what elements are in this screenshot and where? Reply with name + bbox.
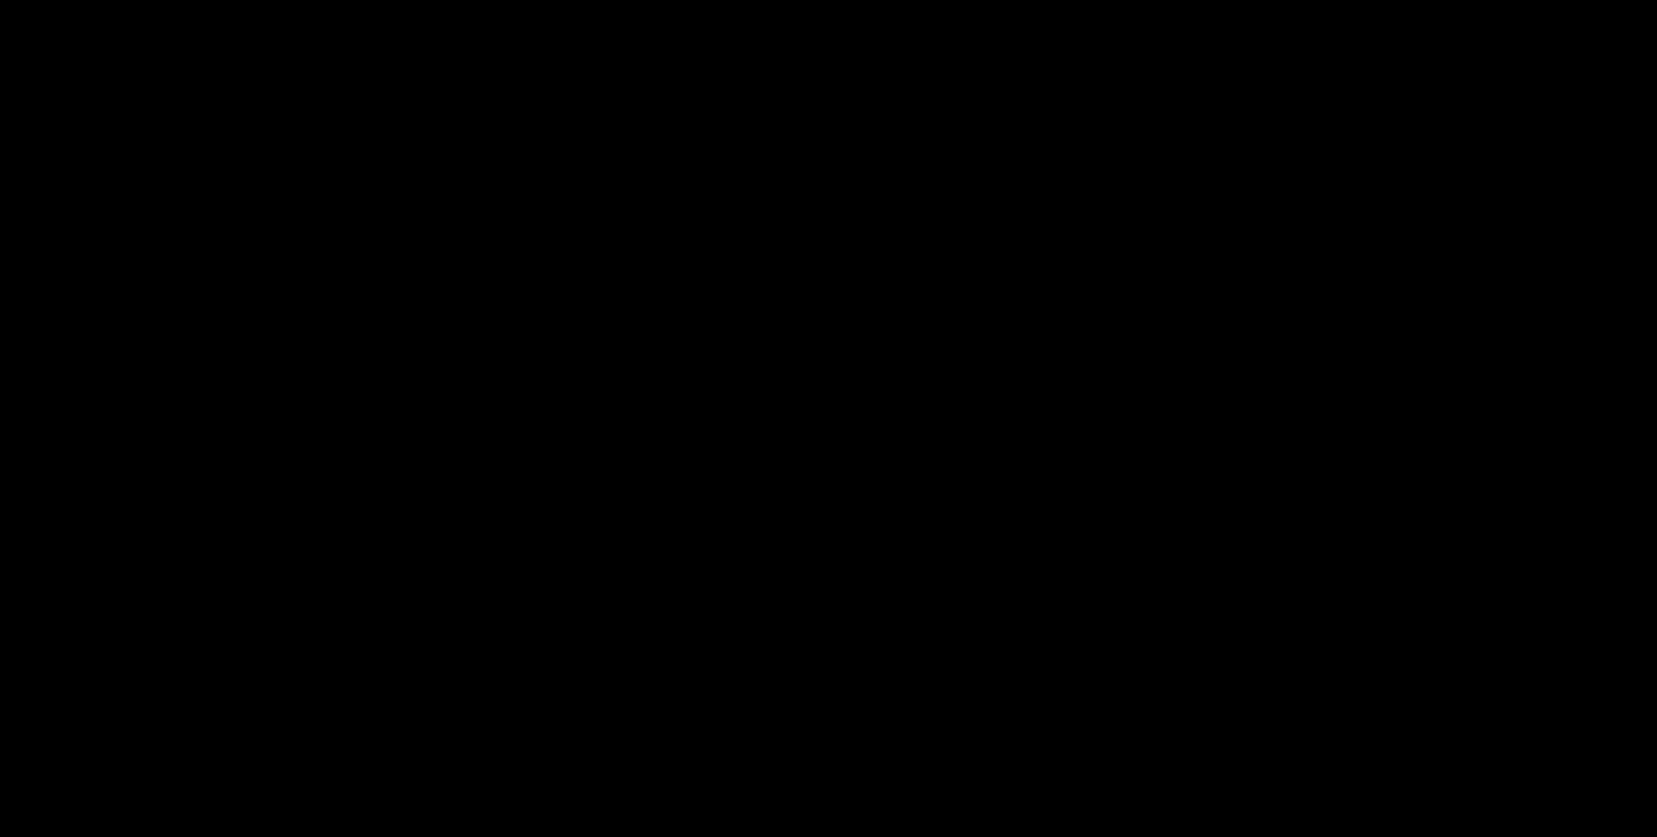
line-chart (0, 0, 1657, 837)
chart-background (0, 0, 1657, 837)
chart-container (0, 0, 1657, 837)
